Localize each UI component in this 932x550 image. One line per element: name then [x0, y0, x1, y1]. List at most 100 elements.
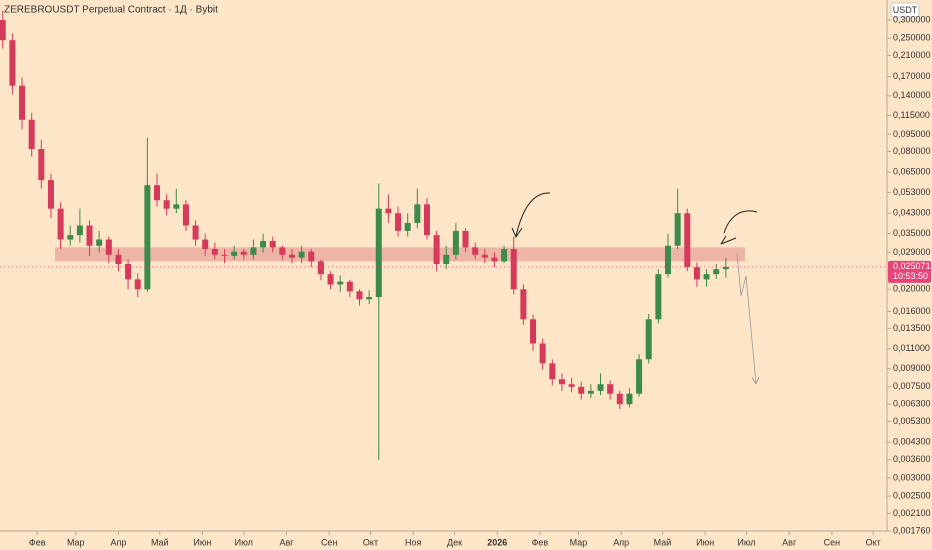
candle-body	[38, 149, 45, 181]
candle-body	[549, 363, 556, 380]
unit-box	[890, 2, 920, 18]
candle-body	[472, 247, 479, 255]
x-tick-label: Июн	[696, 537, 714, 547]
candle-body	[182, 204, 189, 226]
candle-body	[269, 241, 276, 248]
candle-body	[260, 241, 267, 248]
candle-body	[308, 251, 315, 262]
candle-body	[655, 274, 662, 320]
hand-arrow-head	[511, 227, 523, 239]
y-tick-label: 0,080000	[893, 146, 931, 156]
hand-arrow	[723, 210, 758, 234]
y-tick-label: 0,007500	[893, 381, 931, 391]
y-tick-label: 0,011000	[893, 343, 930, 353]
candle-body	[9, 40, 16, 86]
candle-body	[57, 208, 64, 240]
candle-body	[298, 251, 305, 258]
candle-body	[645, 319, 652, 360]
x-tick-label: Сен	[321, 537, 338, 547]
candle-body	[279, 247, 286, 255]
candle-body	[501, 249, 508, 262]
candle-body	[703, 274, 710, 280]
y-tick-label: 0,004300	[893, 437, 931, 447]
candle-body	[520, 289, 527, 320]
x-tick-label: Июл	[235, 537, 253, 547]
candle-body	[636, 359, 643, 394]
candle-body	[568, 384, 575, 387]
hand-arrow	[720, 235, 737, 245]
y-tick-label: 0,003000	[893, 472, 931, 482]
x-tick-label: Мар	[67, 537, 85, 547]
candle-body	[423, 204, 430, 236]
candle-body	[626, 393, 633, 405]
candle-body	[510, 249, 517, 290]
y-tick-label: 0,250000	[893, 33, 931, 43]
candle-body	[0, 20, 6, 41]
candle-body	[693, 267, 700, 280]
x-tick-label: 2026	[487, 537, 507, 547]
y-tick-label: 0,053000	[893, 187, 931, 197]
axes: 0,300000 0,250000 0,210000 0,170000 0,140000…	[29, 14, 931, 547]
x-tick-label: Окт	[363, 537, 378, 547]
candle-body	[375, 208, 382, 298]
candle-body	[722, 266, 729, 270]
candle-body	[665, 245, 672, 275]
x-tick-label: Авг	[279, 537, 294, 547]
candle-body	[713, 269, 720, 275]
candle-body	[404, 222, 411, 231]
candle-body	[346, 281, 353, 292]
y-tick-label: 0,095000	[893, 129, 931, 139]
candle-body	[173, 204, 180, 209]
candle-body	[231, 251, 238, 256]
x-tick-label: Окт	[866, 537, 881, 547]
candle-body	[96, 239, 103, 246]
x-tick-label: Апр	[111, 537, 127, 547]
candle-body	[221, 254, 228, 256]
candle-body	[395, 213, 402, 231]
candle-body	[684, 213, 691, 268]
candle-body	[558, 379, 565, 385]
candle-body	[202, 239, 209, 250]
y-tick-label: 0,001760	[893, 525, 931, 535]
candle-body	[86, 225, 93, 246]
candle-body	[211, 249, 218, 255]
y-tick-label: 0,020000	[893, 284, 931, 294]
y-tick-label: 0,002500	[893, 490, 931, 500]
candle-body	[192, 225, 199, 240]
x-tick-label: Дек	[447, 537, 462, 547]
candle-body	[433, 235, 440, 265]
candle-body	[366, 297, 373, 300]
candle-body	[530, 319, 537, 344]
x-tick-label: Фев	[29, 537, 46, 547]
last-price-box	[888, 260, 931, 283]
candle-body	[539, 343, 546, 364]
y-tick-label: 0,300000	[893, 14, 931, 24]
candle-body	[144, 185, 151, 290]
candle-body	[337, 281, 344, 285]
x-tick-label: Май	[654, 537, 672, 547]
candle-body	[47, 180, 54, 209]
projection-arrow	[736, 252, 760, 385]
x-tick-label: Сен	[824, 537, 841, 547]
y-tick-label: 0,016000	[893, 306, 931, 316]
candle-body	[481, 254, 488, 258]
y-tick-label: 0,065000	[893, 166, 931, 176]
y-tick-label: 0,210000	[893, 50, 931, 60]
y-tick-label: 0,003600	[893, 454, 931, 464]
candle-body	[462, 230, 469, 248]
candle-body	[607, 384, 614, 394]
candle-body	[154, 185, 161, 201]
y-tick-label: 0,043000	[893, 208, 931, 218]
candle-body	[163, 200, 170, 209]
candle-body	[587, 390, 594, 394]
candle-body	[288, 254, 295, 258]
candle-body	[240, 251, 247, 255]
candle-body	[125, 264, 132, 280]
candle-body	[597, 384, 604, 391]
candle-body	[491, 257, 498, 262]
y-tick-label: 0,006300	[893, 399, 931, 409]
candle-body	[327, 274, 334, 285]
candle-body	[443, 254, 450, 265]
x-tick-label: Мар	[570, 537, 588, 547]
